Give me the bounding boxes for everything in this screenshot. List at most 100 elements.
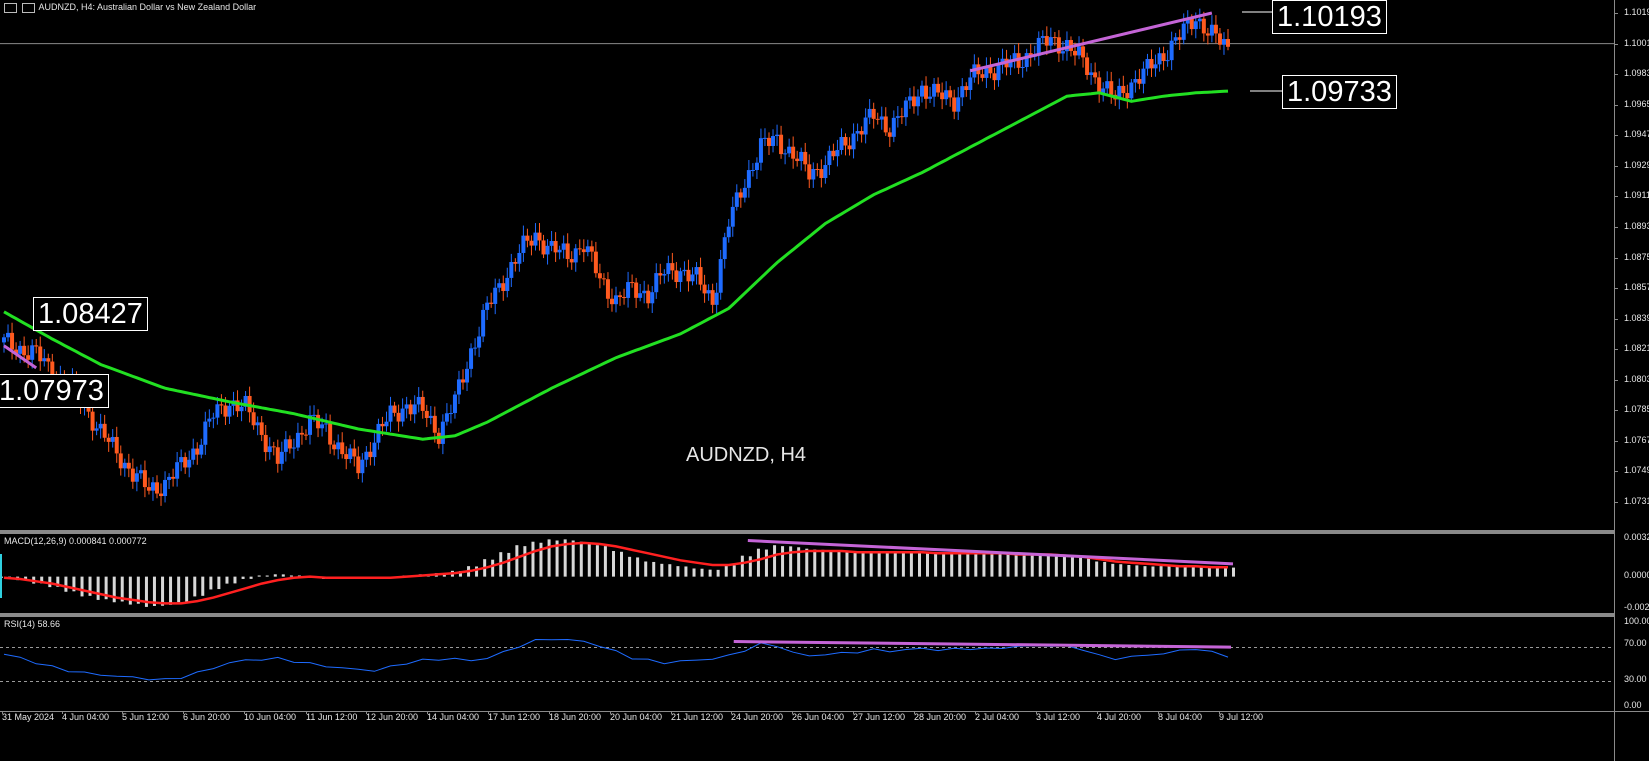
macd-histogram-bar bbox=[571, 540, 575, 577]
bull-candle bbox=[920, 85, 924, 97]
bull-candle bbox=[787, 146, 792, 154]
time-axis-label: 24 Jun 20:00 bbox=[731, 712, 784, 722]
bear-candle bbox=[183, 457, 188, 468]
macd-histogram-bar bbox=[942, 554, 946, 577]
bull-candle bbox=[2, 337, 6, 343]
bear-candle bbox=[235, 400, 240, 412]
bear-candle bbox=[609, 298, 614, 305]
bear-candle bbox=[738, 192, 743, 198]
bull-candle bbox=[42, 358, 47, 362]
bear-candle bbox=[622, 297, 627, 299]
macd-pane[interactable]: MACD(12,26,9) 0.000841 0.000772 bbox=[0, 534, 1614, 613]
time-axis-label: 4 Jul 20:00 bbox=[1097, 712, 1142, 722]
start-high-label: 1.08427 bbox=[33, 297, 148, 331]
rsi-axis-label: 70.00 bbox=[1624, 638, 1647, 648]
bear-candle bbox=[1205, 33, 1210, 36]
bull-candle bbox=[1169, 40, 1174, 61]
macd-histogram-bar bbox=[563, 539, 567, 577]
bear-candle bbox=[1073, 50, 1077, 56]
bull-candle bbox=[215, 404, 220, 418]
bear-candle bbox=[1161, 53, 1166, 61]
bull-candle bbox=[469, 348, 474, 369]
bull-candle bbox=[585, 246, 590, 253]
time-axis-tick bbox=[488, 711, 489, 714]
bull-candle bbox=[879, 116, 884, 120]
time-axis-label: 10 Jun 04:00 bbox=[244, 712, 297, 722]
bear-candle bbox=[328, 423, 333, 445]
bull-candle bbox=[179, 457, 184, 463]
macd-histogram-bar bbox=[660, 563, 664, 577]
macd-histogram-bar bbox=[950, 553, 954, 577]
bull-candle bbox=[428, 415, 433, 418]
bear-candle bbox=[26, 355, 31, 360]
price-chart-svg[interactable] bbox=[0, 0, 1614, 530]
time-axis-label: 28 Jun 20:00 bbox=[914, 712, 967, 722]
bull-candle bbox=[944, 90, 949, 100]
bear-candle bbox=[1109, 81, 1114, 95]
macd-histogram-bar bbox=[821, 549, 825, 577]
time-axis-tick bbox=[306, 711, 307, 714]
bull-candle bbox=[30, 345, 35, 360]
macd-histogram-bar bbox=[781, 546, 785, 577]
bear-candle bbox=[1226, 39, 1230, 47]
time-axis-tick bbox=[1219, 711, 1220, 714]
bear-candle bbox=[565, 243, 570, 260]
bull-candle bbox=[243, 395, 248, 407]
macd-histogram-bar bbox=[209, 576, 213, 590]
bull-candle bbox=[714, 292, 719, 305]
bear-candle bbox=[924, 85, 929, 99]
pane-separator-macd[interactable] bbox=[0, 530, 1614, 534]
bull-candle bbox=[1221, 39, 1226, 45]
macd-histogram-bar bbox=[1191, 566, 1195, 577]
bear-candle bbox=[911, 96, 916, 107]
macd-histogram-bar bbox=[869, 552, 873, 577]
bear-candle bbox=[1189, 18, 1194, 30]
price-axis-label: 1.08210 bbox=[1624, 343, 1649, 354]
bear-candle bbox=[316, 414, 321, 429]
macd-histogram-bar bbox=[789, 546, 793, 577]
macd-histogram-bar bbox=[193, 576, 197, 597]
bull-candle bbox=[730, 206, 735, 227]
bull-candle bbox=[312, 414, 317, 416]
macd-histogram-bar bbox=[273, 574, 277, 577]
time-axis-label: 17 Jun 12:00 bbox=[488, 712, 541, 722]
time-axis-label: 12 Jun 20:00 bbox=[366, 712, 419, 722]
symbol-watermark: AUDNZD, H4 bbox=[686, 444, 807, 466]
bear-candle bbox=[541, 240, 546, 255]
bull-candle bbox=[1165, 60, 1170, 62]
chart-flag-icon bbox=[4, 2, 17, 13]
pane-separator-rsi[interactable] bbox=[0, 613, 1614, 617]
bull-candle bbox=[150, 482, 155, 491]
bear-candle bbox=[171, 476, 176, 479]
bull-candle bbox=[1117, 85, 1122, 100]
price-axis-tick bbox=[1614, 502, 1618, 503]
bear-candle bbox=[658, 273, 663, 276]
bear-candle bbox=[807, 164, 812, 180]
macd-histogram-bar bbox=[595, 545, 599, 577]
bull-candle bbox=[1197, 18, 1202, 22]
bull-candle bbox=[203, 421, 208, 445]
bull-candle bbox=[968, 77, 973, 91]
time-axis-label: 18 Jun 20:00 bbox=[549, 712, 602, 722]
bear-candle bbox=[948, 90, 953, 98]
bull-candle bbox=[163, 479, 168, 497]
macd-histogram-bar bbox=[1062, 555, 1066, 577]
macd-histogram-bar bbox=[144, 576, 148, 607]
bull-candle bbox=[505, 277, 510, 291]
macd-histogram-bar bbox=[1167, 566, 1171, 577]
chart-type-icon bbox=[21, 2, 35, 13]
bear-candle bbox=[871, 108, 876, 119]
price-axis-label: 1.08030 bbox=[1624, 373, 1649, 384]
bear-candle bbox=[936, 83, 941, 93]
bear-candle bbox=[553, 241, 558, 253]
bull-candle bbox=[384, 421, 389, 427]
bull-candle bbox=[1048, 37, 1053, 46]
bear-candle bbox=[698, 267, 703, 285]
bull-candle bbox=[996, 64, 1001, 81]
price-axis-tick bbox=[1614, 440, 1618, 442]
bear-candle bbox=[332, 444, 337, 450]
macd-histogram-bar bbox=[1087, 558, 1091, 577]
rsi-pane[interactable]: RSI(14) 58.66 bbox=[0, 617, 1614, 711]
bear-candle bbox=[352, 448, 357, 457]
macd-histogram-bar bbox=[241, 576, 245, 579]
